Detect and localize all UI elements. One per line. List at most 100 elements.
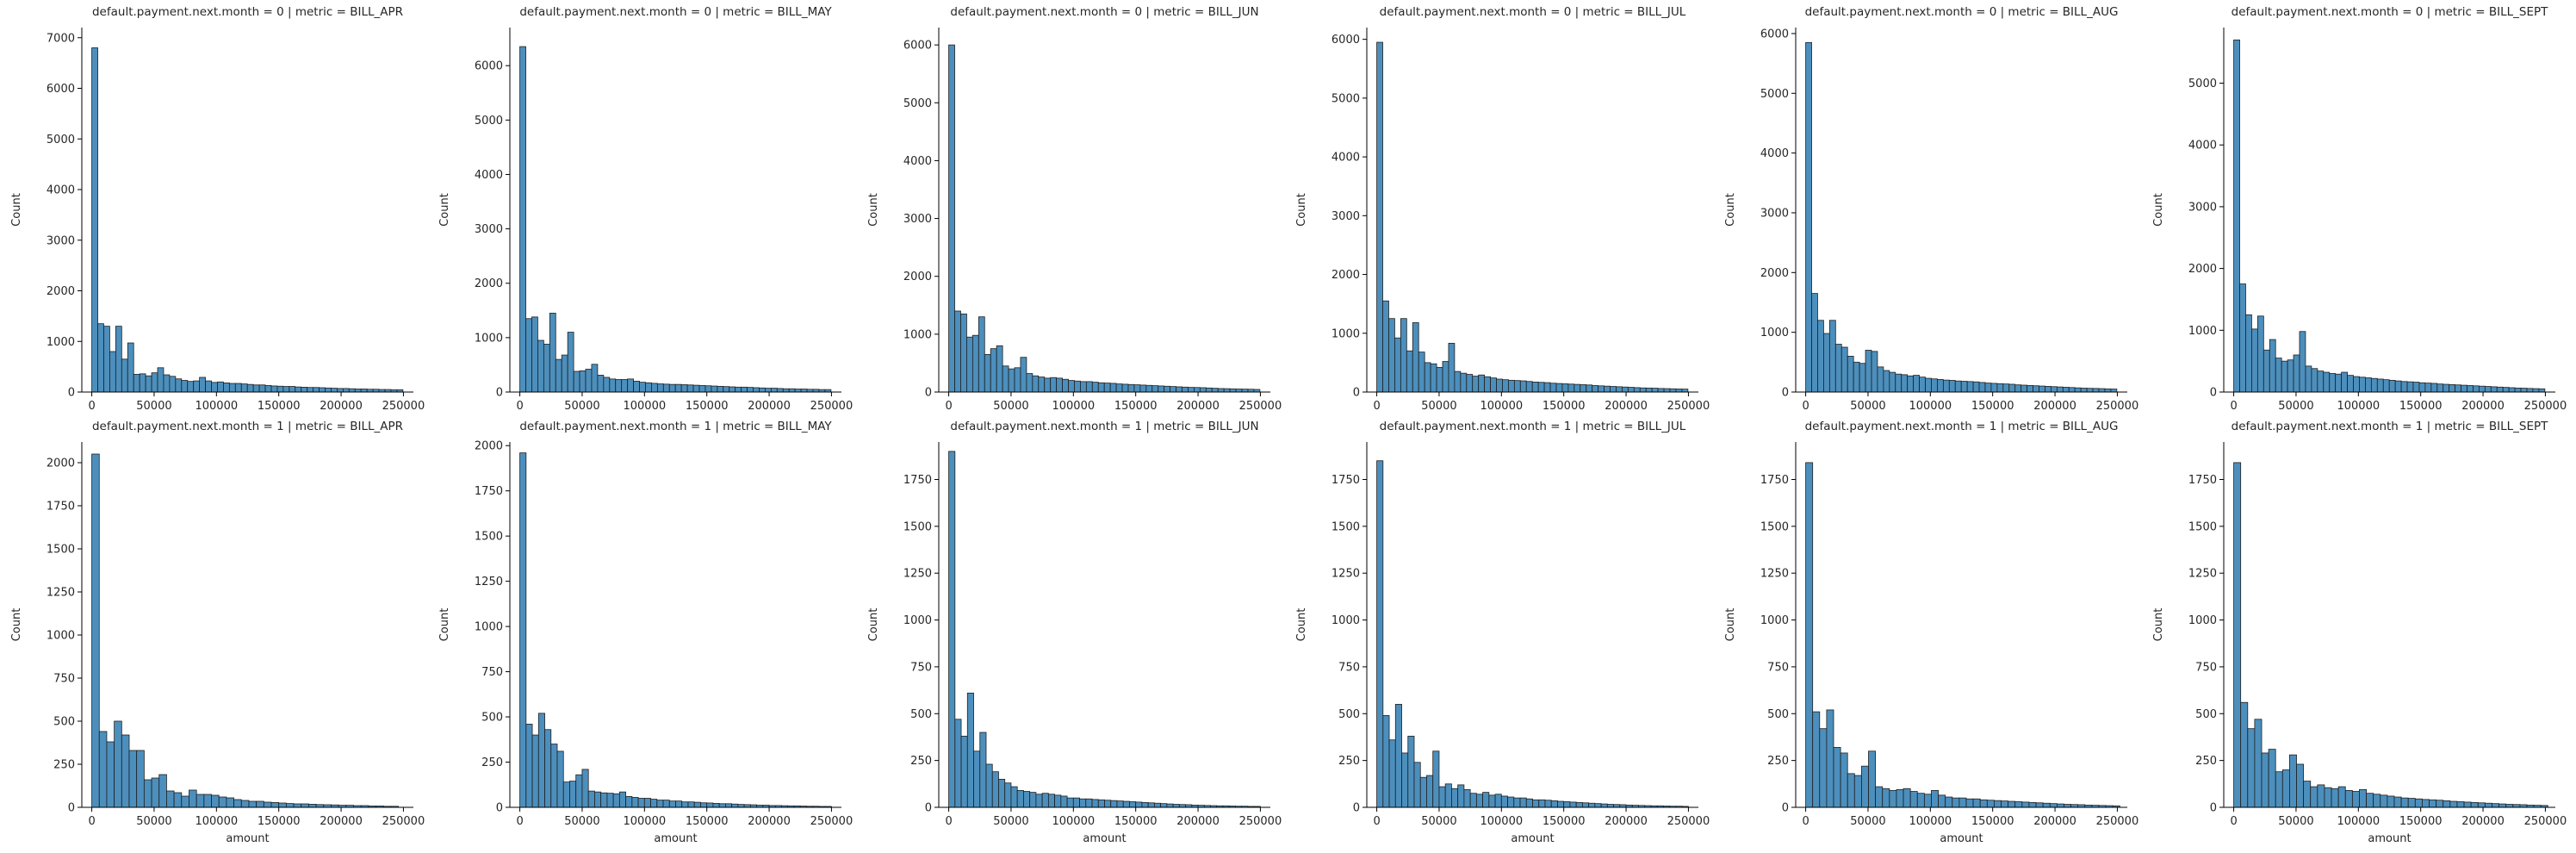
histogram-bar [301, 803, 309, 808]
y-tick-label: 1000 [475, 332, 503, 345]
y-tick-label: 2000 [903, 271, 932, 283]
histogram-bar [1014, 367, 1021, 393]
histogram-bar [615, 379, 623, 393]
histogram-bar [1901, 374, 1909, 393]
y-tick-label: 4000 [903, 155, 932, 168]
histogram-bar [1469, 793, 1477, 808]
x-tick-label: 200000 [748, 815, 791, 828]
facet-panel: 0 1000 2000 3000 4000 5000 6000 0 50000 100000 150… [1295, 5, 1710, 413]
facet-panel: 0 250 500 750 1000 1250 1500 1750 0 50000 100000 15… [2152, 420, 2567, 845]
histogram-bar [2335, 373, 2343, 393]
histogram-bar [2287, 359, 2294, 393]
y-tick-label: 2000 [47, 285, 75, 298]
histogram-bar [2366, 793, 2374, 808]
histogram-bar [175, 378, 183, 393]
histogram-bar [151, 777, 160, 808]
histogram-bar [1954, 380, 1962, 393]
histogram-bar [115, 326, 122, 393]
histogram-bar [662, 800, 670, 808]
histogram-bar [973, 750, 981, 808]
histogram-bar [1580, 384, 1587, 393]
histogram-bar [1229, 388, 1237, 393]
histogram-bar [600, 792, 608, 808]
histogram-bar [173, 792, 183, 808]
histogram-bar [263, 801, 272, 808]
x-tick-label: 200000 [2033, 815, 2076, 828]
histogram-bar [1903, 788, 1911, 808]
histogram-bar [1592, 385, 1599, 393]
histogram-bar [698, 385, 706, 393]
histogram-bar [1865, 350, 1872, 393]
histogram-bar [656, 800, 664, 808]
histogram-bar [1166, 803, 1174, 808]
y-tick-label: 5000 [1760, 88, 1789, 101]
histogram-bar [218, 796, 227, 808]
histogram-bar [686, 384, 694, 393]
histogram-bar [2281, 360, 2288, 393]
x-tick-label: 50000 [1850, 815, 1885, 828]
histogram-bar [2382, 379, 2390, 393]
y-tick-label: 1000 [2188, 614, 2217, 627]
histogram-bar [2422, 799, 2430, 808]
histogram-bar [2347, 375, 2354, 393]
histogram-bar [741, 386, 748, 393]
histogram-bar [1823, 333, 1830, 393]
histogram-bar [998, 778, 1006, 808]
histogram-bar [1129, 801, 1137, 808]
histogram-bar [1394, 704, 1402, 808]
histogram-bar [1657, 388, 1665, 393]
histogram-bar [711, 385, 718, 393]
y-axis-label: Count [10, 608, 23, 642]
histogram-bar [2502, 387, 2510, 393]
x-tick-label: 150000 [1542, 815, 1586, 828]
histogram-bar [1681, 389, 1689, 393]
histogram-bar [264, 384, 272, 393]
histogram-bar [597, 375, 605, 393]
x-tick-label: 100000 [623, 815, 666, 828]
histogram-bar [2456, 801, 2465, 808]
y-tick-label: 0 [496, 387, 503, 400]
histogram-bar [2436, 383, 2444, 393]
histogram-bar [1633, 387, 1641, 393]
y-tick-label: 250 [910, 755, 932, 768]
histogram-bar [2461, 384, 2467, 393]
x-tick-label: 0 [1373, 815, 1380, 828]
histogram-bar [555, 358, 562, 393]
histogram-bar [1945, 796, 1953, 808]
y-tick-label: 0 [1782, 387, 1789, 400]
histogram-bar [1135, 801, 1143, 808]
histogram-bar [319, 387, 326, 393]
histogram-bar [645, 382, 652, 393]
x-tick-label: 0 [1802, 815, 1809, 828]
histogram-bar [2275, 358, 2282, 393]
y-tick-label: 1250 [1760, 568, 1789, 581]
histogram-bar [128, 750, 138, 808]
x-axis-label: amount [1083, 832, 1126, 845]
histogram-bar [1938, 794, 1946, 808]
panel-title: default.payment.next.month = 1 | metric … [519, 420, 832, 433]
x-tick-label: 0 [1373, 400, 1380, 413]
histogram-bar [1172, 804, 1180, 808]
histogram-bar [1805, 462, 1814, 808]
panel-title: default.payment.next.month = 1 | metric … [1805, 420, 2119, 433]
histogram-bar [2268, 749, 2276, 808]
y-tick-label: 0 [496, 802, 503, 815]
histogram-bar [2492, 803, 2499, 808]
histogram-bar [1199, 387, 1207, 393]
x-tick-label: 0 [516, 400, 523, 413]
panel-title: default.payment.next.month = 0 | metric … [92, 5, 403, 19]
histogram-bar [2263, 349, 2270, 393]
histogram-bar [276, 385, 284, 393]
histogram-bar [2056, 386, 2064, 393]
x-tick-label: 150000 [1114, 400, 1158, 413]
x-tick-label: 50000 [1421, 815, 1456, 828]
histogram-bar [1016, 790, 1024, 808]
histogram-bar [2370, 377, 2378, 393]
x-tick-label: 50000 [136, 400, 171, 413]
y-tick-label: 750 [1767, 661, 1789, 674]
histogram-bar [2394, 380, 2402, 393]
histogram-bar [991, 771, 999, 808]
histogram-bar [606, 793, 614, 808]
histogram-bar [1502, 379, 1509, 393]
histogram-bar [591, 364, 599, 393]
